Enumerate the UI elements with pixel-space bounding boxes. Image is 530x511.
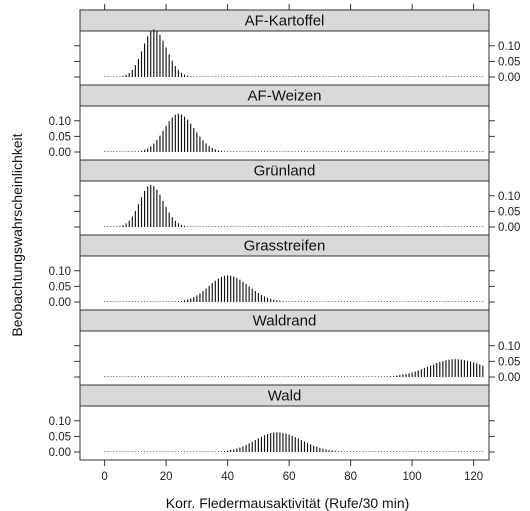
- x-tick-label: 120: [464, 471, 483, 483]
- panel-2: Grünland 0.00 0.05 0.10: [74, 159, 520, 236]
- x-tick-label: 40: [221, 471, 234, 483]
- panel-0: AF-Kartoffel 0.00 0.05 0.10: [74, 9, 520, 86]
- y-axis-title: Beobachtungswahrscheinlichkeit: [9, 133, 25, 336]
- x-tick-label: 60: [283, 471, 296, 483]
- y-tick-label: 0.00: [498, 222, 520, 234]
- y-tick-label: 0.00: [49, 447, 71, 459]
- y-tick-label: 0.05: [498, 206, 520, 218]
- y-tick-label: 0.05: [49, 131, 71, 143]
- x-tick-label: 100: [403, 471, 422, 483]
- y-tick-label: 0.05: [49, 431, 71, 443]
- bar-series: [104, 184, 484, 227]
- x-axis-title: Korr. Fledermausaktivität (Rufe/30 min): [166, 495, 410, 511]
- y-tick-label: 0.00: [498, 72, 520, 84]
- y-tick-label: 0.00: [49, 147, 71, 159]
- panel-4: Waldrand 0.00 0.05 0.10: [74, 309, 520, 386]
- y-tick-label: 0.10: [498, 191, 520, 203]
- panel-1: AF-Weizen 0.00 0.05 0.10: [49, 84, 495, 161]
- panel-strip-label: AF-Weizen: [248, 88, 322, 105]
- bar-series: [104, 113, 484, 152]
- y-tick-label: 0.10: [49, 116, 71, 128]
- y-tick-label: 0.05: [498, 356, 520, 368]
- panel-strip-label: Grünland: [254, 163, 316, 180]
- panel-strip-label: Waldrand: [253, 313, 317, 330]
- y-tick-label: 0.10: [498, 41, 520, 53]
- panel-strip-label: Grasstreifen: [244, 238, 326, 255]
- y-tick-label: 0.05: [49, 281, 71, 293]
- y-tick-label: 0.05: [498, 56, 520, 68]
- bar-series: [104, 29, 484, 77]
- y-tick-label: 0.10: [498, 341, 520, 353]
- y-tick-label: 0.10: [49, 266, 71, 278]
- panel-body: [79, 405, 490, 461]
- panel-5: Wald 0.00 0.05 0.10: [49, 384, 495, 461]
- x-tick-label: 0: [101, 471, 107, 483]
- bar-series: [104, 275, 484, 302]
- panel-3: Grasstreifen 0.00 0.05 0.10: [49, 234, 495, 311]
- bar-series: [104, 359, 484, 377]
- panel-strip-label: AF-Kartoffel: [245, 13, 325, 30]
- bar-series: [104, 432, 484, 452]
- y-tick-label: 0.10: [49, 416, 71, 428]
- x-tick-label: 80: [344, 471, 357, 483]
- panel-strip-label: Wald: [268, 388, 302, 405]
- panel-body: [79, 255, 490, 311]
- y-tick-label: 0.00: [498, 372, 520, 384]
- x-tick-label: 20: [160, 471, 173, 483]
- y-tick-label: 0.00: [49, 297, 71, 309]
